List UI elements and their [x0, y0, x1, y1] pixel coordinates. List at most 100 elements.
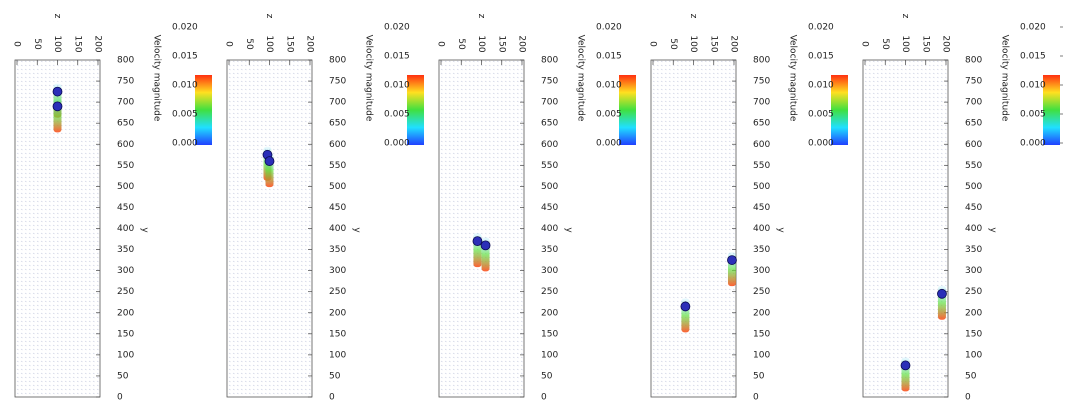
y-tick-label: 450: [329, 203, 346, 213]
y-tick-label: 600: [117, 140, 134, 150]
colorbar-tick-label: 0.010: [596, 81, 622, 91]
y-tick-label: 750: [117, 77, 134, 87]
particle: [480, 240, 491, 251]
colorbar-tick-label: 0.005: [172, 110, 198, 120]
x-tick-label: 150: [496, 35, 506, 52]
y-tick-label: 50: [753, 371, 765, 381]
colorbar-tick-label: 0.000: [384, 139, 410, 149]
panel: 0 50 100 150 200 z 0 50 100 150 200 250 300 350 400 450…: [648, 14, 848, 403]
y-tick-label: 700: [117, 98, 134, 108]
x-axis-label: z: [52, 14, 62, 19]
y-tick-label: 300: [541, 266, 558, 276]
y-tick-label: 100: [329, 350, 346, 360]
y-tick-label: 800: [117, 56, 134, 66]
y-tick-label: 550: [329, 161, 346, 171]
colorbar: [831, 75, 848, 145]
y-tick-label: 750: [965, 77, 982, 87]
colorbar-label: Velocity magnitude: [788, 35, 798, 122]
particle: [900, 360, 911, 371]
colorbar-tick-label: 0.000: [172, 139, 198, 149]
vector-field: [650, 59, 737, 398]
y-tick-label: 100: [117, 350, 134, 360]
x-tick-label: 200: [305, 35, 315, 52]
colorbar-tick-label: 0.020: [172, 23, 198, 33]
y-tick-label: 450: [965, 203, 982, 213]
x-tick-label: 50: [668, 38, 678, 50]
y-tick-label: 300: [753, 266, 770, 276]
y-tick-label: 350: [753, 245, 770, 255]
x-axis-label: z: [264, 14, 274, 19]
particle: [52, 86, 63, 97]
colorbar-tick-label: 0.015: [172, 52, 198, 62]
y-tick-label: 600: [965, 140, 982, 150]
y-tick-label: 800: [541, 56, 558, 66]
y-tick-label: 800: [329, 56, 346, 66]
y-tick-label: 500: [965, 182, 982, 192]
y-tick-label: 150: [117, 329, 134, 339]
particle: [52, 101, 63, 112]
y-tick-label: 250: [329, 287, 346, 297]
y-tick-label: 650: [117, 119, 134, 129]
y-tick-label: 200: [329, 308, 346, 318]
y-tick-label: 50: [117, 371, 129, 381]
colorbar-tick-label: 0.010: [808, 81, 834, 91]
y-tick-label: 800: [753, 56, 770, 66]
y-tick-label: 150: [965, 329, 982, 339]
particle: [937, 288, 947, 299]
y-tick-label: 750: [753, 77, 770, 87]
y-axis-label: y: [776, 227, 786, 233]
colorbar: [1043, 75, 1060, 145]
y-tick-label: 450: [117, 203, 134, 213]
y-tick-label: 650: [329, 119, 346, 129]
colorbar-tick-label: 0.015: [1020, 52, 1046, 62]
y-tick-label: 250: [753, 287, 770, 297]
x-tick-label: 150: [284, 35, 294, 52]
colorbar-tick-label: 0.010: [384, 81, 410, 91]
y-tick-label: 0: [753, 393, 759, 403]
particle: [727, 255, 737, 265]
y-tick-label: 700: [329, 98, 346, 108]
x-tick-label: 150: [920, 35, 930, 52]
y-tick-label: 300: [117, 266, 134, 276]
y-tick-label: 400: [541, 224, 558, 234]
y-tick-label: 500: [329, 182, 346, 192]
colorbar-tick-label: 0.020: [596, 23, 622, 33]
x-tick-label: 50: [456, 38, 466, 50]
colorbar-tick-label: 0.005: [596, 110, 622, 120]
colorbar-tick-label: 0.020: [1020, 23, 1046, 33]
x-tick-label: 100: [476, 35, 486, 52]
y-tick-label: 450: [753, 203, 770, 213]
colorbar-tick-label: 0.020: [384, 23, 410, 33]
y-tick-label: 50: [329, 371, 341, 381]
x-tick-label: 200: [941, 35, 951, 52]
y-tick-label: 50: [541, 371, 553, 381]
y-tick-label: 200: [541, 308, 558, 318]
vector-field: [226, 59, 313, 398]
x-tick-label: 150: [708, 35, 718, 52]
y-tick-label: 550: [117, 161, 134, 171]
y-tick-label: 700: [753, 98, 770, 108]
colorbar-tick-label: 0.000: [1020, 139, 1046, 149]
vector-field: [862, 59, 949, 398]
y-tick-label: 450: [541, 203, 558, 213]
panel: 0 50 100 150 200 z 0 50 100 150 200 250 300 350 400 450…: [436, 14, 636, 403]
particle: [680, 301, 691, 312]
y-tick-label: 550: [541, 161, 558, 171]
y-tick-label: 150: [541, 329, 558, 339]
y-tick-label: 400: [117, 224, 134, 234]
x-tick-label: 150: [72, 35, 82, 52]
y-axis-label: y: [352, 227, 362, 233]
y-tick-label: 300: [965, 266, 982, 276]
particle: [264, 156, 275, 167]
vector-field: [438, 59, 525, 398]
colorbar-tick-label: 0.010: [1020, 81, 1046, 91]
y-tick-label: 650: [753, 119, 770, 129]
y-tick-label: 750: [541, 77, 558, 87]
y-tick-label: 0: [329, 393, 335, 403]
y-tick-label: 200: [753, 308, 770, 318]
x-tick-label: 0: [648, 41, 658, 47]
colorbar: [619, 75, 636, 145]
y-tick-label: 150: [753, 329, 770, 339]
colorbar-tick-label: 0.005: [808, 110, 834, 120]
